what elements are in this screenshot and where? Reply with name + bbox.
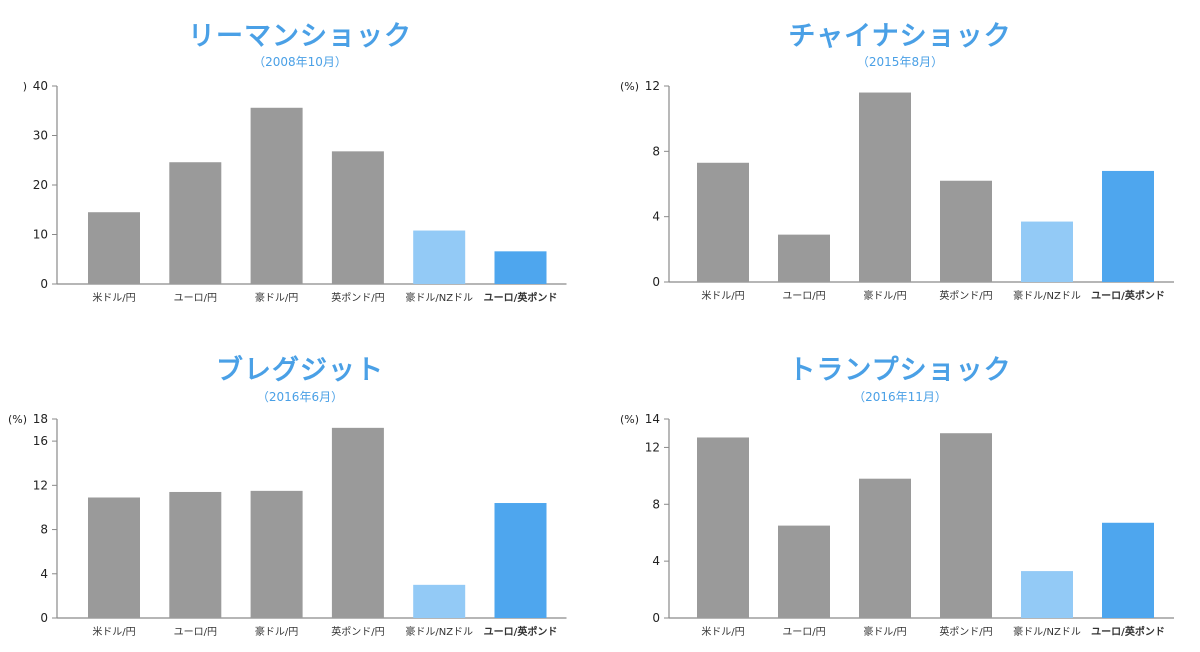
- x-category-label: 豪ドル/NZドル: [1013, 289, 1081, 302]
- bar: [250, 490, 303, 618]
- bar: [859, 478, 911, 618]
- bar: [859, 92, 911, 283]
- bar: [88, 497, 140, 618]
- y-tick-label: 0: [652, 611, 660, 625]
- x-category-label: 豪ドル/円: [255, 291, 298, 304]
- chart-plot: 0 4 8 12 16 18 (%) 米ドル/円 ユーロ/円 豪ドル/円 英ポンド/円 豪ドル/NZド…: [8, 412, 567, 638]
- chart-subtitle: （2008年10月）: [253, 55, 347, 69]
- x-category-label: ユーロ/円: [782, 627, 825, 638]
- y-tick-label: 12: [645, 440, 660, 454]
- bar: [169, 162, 222, 284]
- y-axis-unit-label: ): [23, 80, 27, 93]
- bar: [413, 230, 466, 284]
- chart-title: トランプショック: [788, 355, 1012, 386]
- y-tick-label: 12: [33, 478, 48, 492]
- chart-panel-brexit: ブレグジット （2016年6月） 0 4 8 12 16 18 (%) 米ドル/円 ユーロ/円 豪…: [0, 326, 600, 652]
- x-category-label: 豪ドル/NZドル: [1013, 625, 1081, 638]
- x-category-label: 米ドル/円: [701, 625, 744, 638]
- y-tick-label: 30: [33, 129, 48, 143]
- bar: [940, 180, 992, 282]
- y-tick-label: 18: [33, 412, 48, 426]
- bar: [494, 251, 547, 284]
- y-axis-unit-label: (%): [8, 413, 27, 426]
- x-category-label: ユーロ/円: [174, 293, 217, 304]
- x-category-label: 米ドル/円: [92, 625, 135, 638]
- bar: [169, 491, 222, 618]
- y-tick-label: 8: [652, 497, 660, 511]
- y-axis-unit-label: (%): [620, 413, 639, 426]
- x-category-label: ユーロ/英ポンド: [484, 625, 558, 638]
- x-category-label: 豪ドル/円: [255, 625, 298, 638]
- y-tick-label: 16: [33, 434, 48, 448]
- bar: [1102, 170, 1154, 282]
- y-tick-label: 4: [40, 567, 48, 581]
- x-category-label: 英ポンド/円: [331, 291, 384, 304]
- bar: [697, 437, 749, 618]
- y-tick-label: 0: [40, 277, 48, 291]
- y-tick-label: 4: [652, 210, 660, 224]
- bar: [697, 162, 749, 282]
- y-tick-label: 8: [652, 144, 660, 158]
- chart-title: チャイナショック: [788, 21, 1012, 52]
- y-tick-label: 8: [40, 523, 48, 537]
- bar: [494, 503, 547, 618]
- chart-panel-trump: トランプショック （2016年11月） 0 4 8 12 14 (%) 米ドル/円 ユーロ/円…: [600, 326, 1200, 652]
- y-tick-label: 14: [645, 412, 660, 426]
- x-category-label: 米ドル/円: [701, 289, 744, 302]
- bar: [778, 234, 830, 282]
- x-category-label: 豪ドル/円: [863, 625, 906, 638]
- chart-subtitle: （2016年6月）: [256, 390, 344, 404]
- bar: [88, 212, 140, 284]
- y-tick-label: 4: [652, 554, 660, 568]
- y-axis-unit-label: (%): [620, 80, 639, 93]
- y-tick-label: 40: [33, 79, 48, 93]
- x-category-label: 米ドル/円: [92, 291, 135, 304]
- chart-plot: 0 4 8 12 (%) 米ドル/円 ユーロ/円 豪ドル/円 英ポンド/円 豪ドル/NZドル ユーロ…: [620, 79, 1174, 302]
- x-category-label: ユーロ/円: [174, 627, 217, 638]
- x-category-label: 豪ドル/NZドル: [405, 625, 473, 638]
- x-category-label: ユーロ/英ポンド: [484, 291, 558, 304]
- bar: [1021, 571, 1073, 618]
- x-category-label: ユーロ/円: [782, 291, 825, 302]
- chart-plot: 0 10 20 30 40) 米ドル/円 ユーロ/円 豪ドル/円 英ポンド/円 豪ドル/NZドルユ…: [23, 79, 567, 304]
- x-category-label: ユーロ/英ポンド: [1091, 289, 1165, 302]
- bar: [940, 433, 992, 618]
- x-category-label: 豪ドル/円: [863, 289, 906, 302]
- chart-plot: 0 4 8 12 14 (%) 米ドル/円 ユーロ/円 豪ドル/円 英ポンド/円 豪ドル/NZドルユ…: [620, 412, 1174, 638]
- chart-title: リーマンショック: [188, 21, 412, 52]
- x-category-label: 豪ドル/NZドル: [405, 291, 473, 304]
- y-tick-label: 10: [33, 228, 48, 242]
- chart-subtitle: （2015年8月）: [856, 55, 944, 69]
- y-tick-label: 20: [33, 178, 48, 192]
- y-tick-label: 0: [652, 275, 660, 289]
- bar: [250, 107, 303, 284]
- x-category-label: 英ポンド/円: [939, 289, 992, 302]
- bar: [331, 151, 384, 284]
- x-category-label: ユーロ/英ポンド: [1091, 625, 1165, 638]
- chart-panel-china: チャイナショック （2015年8月） 0 4 8 12 (%) 米ドル/円 ユーロ/円 豪ドル…: [600, 0, 1200, 326]
- x-category-label: 英ポンド/円: [331, 625, 384, 638]
- chart-title: ブレグジット: [216, 355, 384, 386]
- bar: [331, 427, 384, 618]
- chart-panel-lehman: リーマンショック （2008年10月） 0 10 20 30 40) 米ドル/円 ユーロ/円…: [0, 0, 600, 326]
- y-tick-label: 12: [645, 79, 660, 93]
- bar: [1102, 522, 1154, 618]
- y-tick-label: 0: [40, 611, 48, 625]
- x-category-label: 英ポンド/円: [939, 625, 992, 638]
- chart-subtitle: （2016年11月）: [853, 390, 947, 404]
- bar: [1021, 221, 1073, 282]
- bar: [778, 525, 830, 618]
- bar: [413, 584, 466, 618]
